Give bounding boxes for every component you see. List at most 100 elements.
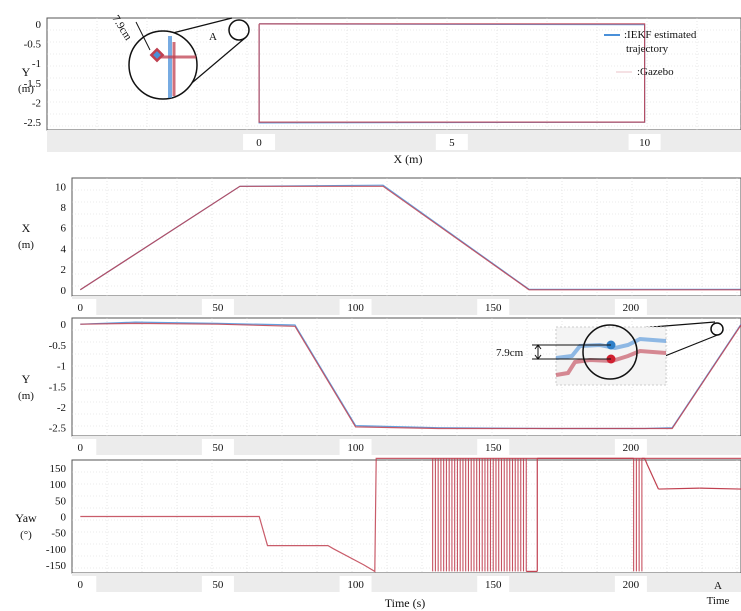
x-tick-label-bg [477, 439, 510, 455]
panel-y-time: 0 50 100 150 200 0 -0.5 -1 -1.5 -2 -2.5 Y (m) 7.9c… [18, 317, 741, 455]
x-tick-label-bg [435, 134, 468, 150]
yaw-segment [658, 487, 700, 490]
legend-estimated-label-1: :IEKF estimated [624, 29, 697, 41]
plot-area-y-time [80, 321, 741, 430]
zoom-target-circle-y [710, 322, 724, 336]
y-tick-label: -1 [57, 361, 66, 373]
x-tick-label: 0 [78, 442, 84, 454]
x-tick-label-bg [628, 134, 661, 150]
y-tick-label: 0 [36, 19, 42, 31]
y-tick-label: -150 [46, 560, 67, 572]
y-tick-label: -2.5 [49, 423, 67, 435]
plot-area-x-time [79, 184, 741, 291]
x-tick-label: 0 [78, 579, 84, 591]
plot-area-trajectory [258, 23, 646, 124]
x-tick-label-bg [339, 299, 372, 315]
x-tick-label-bg [614, 576, 647, 592]
x-tick-label-bg [339, 439, 372, 455]
tick-band-x-time [72, 296, 741, 315]
y-axis-label-y-2: (m) [18, 390, 34, 402]
y-tick-label: -2 [32, 97, 41, 109]
ticks-trajectory: 0 5 10 0 -0.5 -1 -1.5 -2 -2.5 [24, 19, 661, 150]
x-axis-label-time: Time (s) [385, 596, 426, 610]
zoom-inset-trajectory: 7.9cm A [109, 13, 250, 100]
x-tick-label: 50 [212, 442, 224, 454]
yaw-segment [646, 464, 659, 490]
x-tick-label: 150 [485, 579, 502, 591]
x-tick-label-bg [477, 299, 510, 315]
x-tick-label-bg [201, 439, 234, 455]
x-tick-label: 200 [623, 579, 640, 591]
ticks-y-time: 0 50 100 150 200 0 -0.5 -1 -1.5 -2 -2.5 [49, 319, 647, 455]
y-tick-label: -2.5 [24, 117, 42, 129]
dimension-arrowhead-down [534, 354, 542, 360]
tick-band-y-time [72, 436, 741, 455]
yaw-segment [644, 458, 648, 466]
x-tick-label: 0 [256, 137, 262, 149]
y-axis-label-yaw-1: Yaw [15, 511, 37, 525]
series-line-gazebo [80, 322, 741, 430]
y-tick-label: 8 [61, 202, 67, 214]
ticks-yaw-time: 0 50 100 150 200 150 100 50 0 -50 -100 -150 [46, 463, 647, 592]
inset-gazebo-curve [555, 348, 667, 377]
y-tick-label: 6 [61, 223, 67, 235]
x-tick-label-bg [243, 134, 276, 150]
x-tick-label-bg [64, 299, 97, 315]
grid-x-time [72, 178, 741, 296]
ticks-x-time: 0 50 100 150 200 10 8 6 4 2 0 [55, 181, 647, 315]
y-tick-label: 10 [55, 181, 67, 193]
y-tick-label: 0 [61, 285, 67, 297]
y-tick-label: -2 [57, 402, 66, 414]
dimension-arrowhead-up [534, 344, 542, 350]
zoom-offset-label-y: 7.9cm [496, 347, 524, 359]
plot-frame-x-time [71, 177, 741, 297]
panel-x-time: 0 50 100 150 200 10 8 6 4 2 0 X (m) [18, 177, 741, 315]
y-tick-label: 100 [50, 479, 67, 491]
y-tick-label: -0.5 [24, 39, 42, 51]
zoom-target-circle [228, 19, 250, 41]
y-axis-label-x-2: (m) [18, 239, 34, 251]
x-tick-label: 50 [212, 579, 224, 591]
y-tick-label: -50 [51, 528, 66, 540]
x-axis-label-time-right: Time [707, 595, 730, 607]
plot-area-yaw-time [80, 457, 741, 573]
y-tick-label: -100 [46, 544, 67, 556]
y-axis-label-y-1: Y [22, 372, 31, 386]
legend: :IEKF estimated trajectory :Gazebo [604, 29, 697, 78]
x-tick-label: 10 [639, 137, 651, 149]
point-marker-label-A-bottom: A [714, 580, 722, 592]
x-tick-label: 5 [449, 137, 455, 149]
y-axis-label-yaw-2: (°) [20, 529, 32, 541]
y-tick-label: -1 [32, 58, 41, 70]
zoom-inset-y-time: 7.9cm [496, 321, 724, 386]
offset-dimension-line [135, 21, 151, 51]
series-line-gazebo [80, 457, 741, 573]
y-axis-label-x-1: X [22, 221, 31, 235]
x-tick-label: 100 [347, 302, 364, 314]
x-tick-label: 150 [485, 442, 502, 454]
x-tick-label-bg [64, 576, 97, 592]
y-tick-label: 150 [50, 463, 67, 475]
x-axis-label-trajectory: X (m) [394, 152, 423, 166]
grid-y-time [72, 318, 741, 436]
x-tick-label-bg [339, 576, 372, 592]
series-line-gazebo [79, 185, 741, 291]
x-tick-label: 150 [485, 302, 502, 314]
series-line-gazebo [258, 23, 646, 123]
x-tick-label: 200 [623, 302, 640, 314]
x-tick-label: 50 [212, 302, 224, 314]
x-tick-label-bg [64, 439, 97, 455]
y-axis-label-trajectory-2: (m) [18, 83, 34, 95]
legend-gazebo-label: :Gazebo [637, 66, 674, 78]
panel-yaw-time: 0 50 100 150 200 150 100 50 0 -50 -100 -150 Yaw (°)… [15, 457, 741, 610]
x-tick-label-bg [477, 576, 510, 592]
tick-band-yaw-time [72, 573, 741, 592]
x-tick-label-bg [201, 576, 234, 592]
x-tick-label-bg [614, 439, 647, 455]
y-tick-label: 4 [61, 243, 67, 255]
x-tick-label: 100 [347, 442, 364, 454]
x-tick-label-bg [614, 299, 647, 315]
y-axis-label-trajectory-1: Y [22, 65, 31, 79]
zoom-inset-circle-y [582, 324, 638, 380]
